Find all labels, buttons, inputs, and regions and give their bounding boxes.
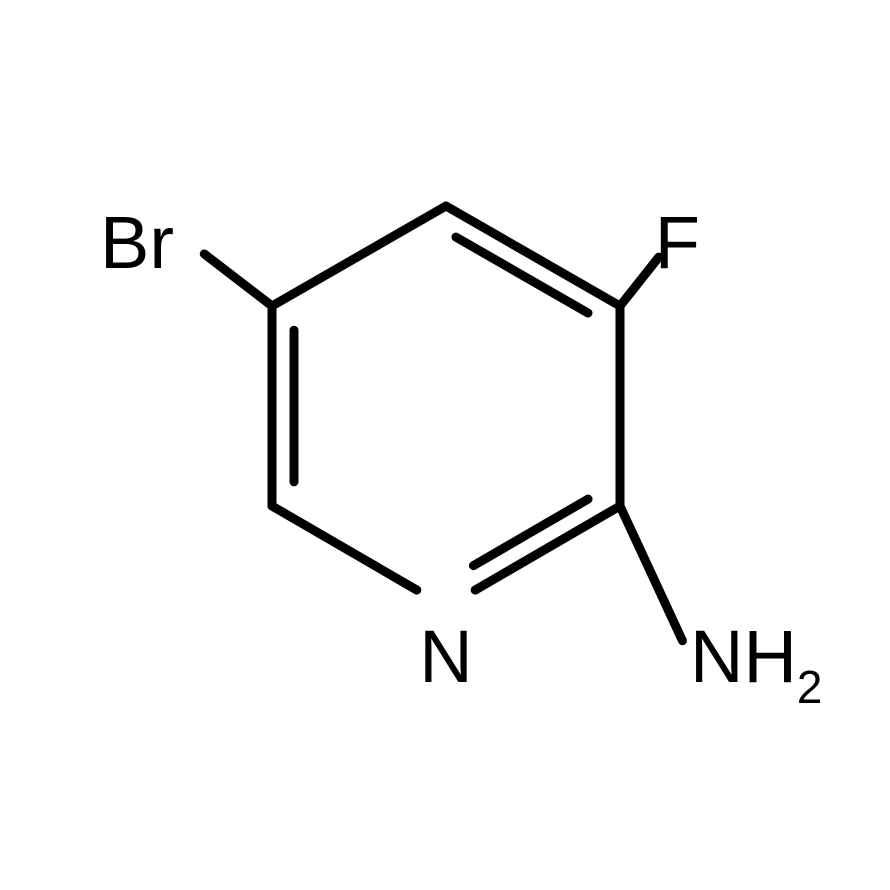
atom-label-fluorine: F [655,206,700,280]
amine-subscript: 2 [797,661,823,713]
atom-label-ring-nitrogen: N [419,620,472,694]
atom-label-amine: NH2 [690,620,822,706]
atom-label-bromine: Br [100,206,174,280]
chemical-structure-canvas: Br F N NH2 [0,0,890,890]
structure-svg [0,0,890,890]
amine-main: NH [690,615,797,698]
